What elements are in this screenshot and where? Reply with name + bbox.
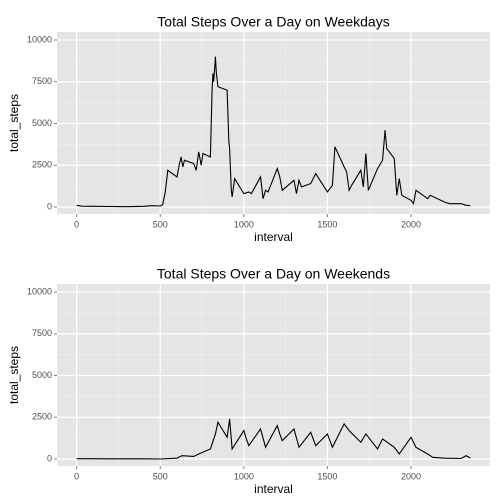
x-tick-label: 1500 <box>317 219 337 229</box>
y-tick-label: 10000 <box>27 286 52 296</box>
y-axis-label: total_steps <box>7 94 21 152</box>
chart-title: Total Steps Over a Day on Weekends <box>157 266 390 282</box>
y-tick-label: 0 <box>47 453 52 463</box>
x-tick-label: 2000 <box>401 219 421 229</box>
x-tick-label: 2000 <box>401 471 421 481</box>
x-axis-label: interval <box>254 482 293 496</box>
y-tick-label: 5000 <box>32 118 52 128</box>
x-axis-label: interval <box>254 230 293 244</box>
y-tick-label: 2500 <box>32 160 52 170</box>
x-tick-label: 1000 <box>234 471 254 481</box>
data-line <box>76 418 471 460</box>
data-line <box>76 56 471 208</box>
y-tick-label: 7500 <box>32 328 52 338</box>
x-tick-label: 500 <box>153 471 168 481</box>
x-tick-label: 1500 <box>317 471 337 481</box>
x-tick-label: 1000 <box>234 219 254 229</box>
y-tick-label: 5000 <box>32 370 52 380</box>
x-tick-label: 0 <box>74 219 79 229</box>
chart-title: Total Steps Over a Day on Weekdays <box>157 14 389 30</box>
y-tick-label: 0 <box>47 201 52 211</box>
y-axis-label: total_steps <box>7 346 21 404</box>
y-tick-label: 2500 <box>32 412 52 422</box>
y-tick-label: 10000 <box>27 34 52 44</box>
x-tick-label: 0 <box>74 471 79 481</box>
x-tick-label: 500 <box>153 219 168 229</box>
y-tick-label: 7500 <box>32 76 52 86</box>
